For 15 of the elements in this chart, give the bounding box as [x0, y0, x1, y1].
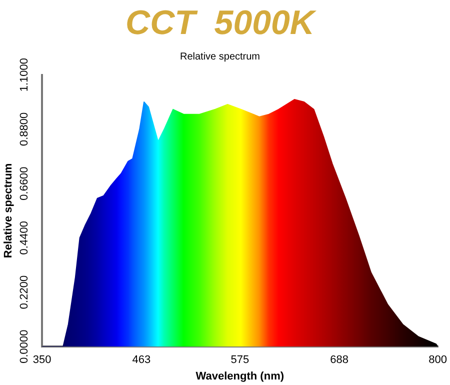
- x-tick-label: 800: [428, 354, 448, 366]
- chart-title: CCT 5000K: [126, 4, 317, 42]
- y-tick-label: 0.8800: [18, 112, 31, 146]
- x-tick-label: 688: [330, 354, 348, 366]
- y-axis-title: Relative spectrum: [2, 163, 15, 258]
- y-tick-label: 0.6600: [18, 166, 31, 200]
- x-axis-title: Wavelength (nm): [196, 370, 284, 382]
- y-tick-label: 1.1000: [18, 58, 31, 92]
- x-tick-label: 350: [32, 354, 52, 366]
- x-tick-label: 575: [230, 354, 250, 366]
- y-tick-label: 0.4400: [18, 221, 31, 255]
- y-tick-label: 0.0000: [18, 330, 31, 364]
- y-tick-label: 0.2200: [18, 275, 31, 310]
- chart-subtitle: Relative spectrum: [180, 52, 260, 63]
- x-tick-label: 463: [132, 354, 151, 366]
